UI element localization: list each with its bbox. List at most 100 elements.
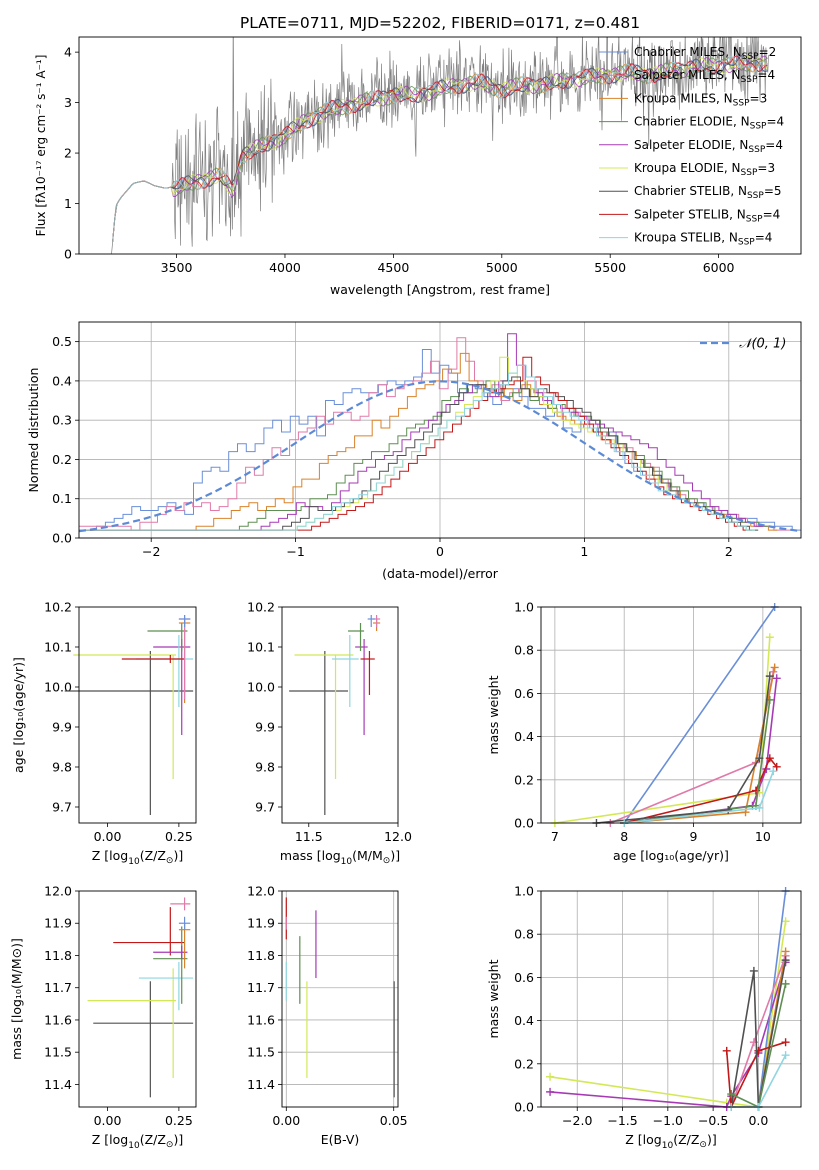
data-point-marker [755,803,764,812]
data-point-marker [781,917,790,926]
legend-text: =4 [763,207,781,221]
legend-subscript: SSP [741,168,758,178]
x-tick-label: −2.0 [562,1113,592,1128]
y-tick-label: 0.1 [52,491,72,506]
y-axis-label: Normed distribution [26,368,41,493]
y-tick-label: 1 [64,196,72,211]
legend-entry: Chabrier STELIB, NSSP=5 [634,184,782,201]
y-tick-label: 9.9 [52,720,72,735]
y-tick-label: 11.4 [44,1077,72,1092]
y-tick-label: 11.8 [44,948,72,963]
legend-entry: Kroupa MILES, NSSP=3 [634,91,767,108]
y-tick-label: 10.0 [44,680,72,695]
y-axis-label: age [log₁₀(age/yr)] [11,657,26,773]
x-tick-label: 8 [620,829,628,844]
legend-text: Chabrier ELODIE, N [634,115,750,129]
x-axis-label-part: )] [173,1132,183,1147]
axes-frame [78,36,802,255]
y-tick-label: 0.0 [514,1100,534,1115]
x-axis-label: Z [log10(Z/Z⊙)] [625,1132,716,1151]
legend-text: =4 [755,231,773,245]
y-tick-label: 11.9 [44,916,72,931]
x-tick-label: 0.00 [94,829,122,844]
legend-text: Chabrier STELIB, N [634,184,747,198]
y-tick-label: 9.7 [52,800,72,815]
model-spectrum-line [112,56,768,243]
y-tick-label: 10.1 [44,640,72,655]
x-tick-label: 5000 [486,260,518,275]
data-point-marker [727,1090,736,1099]
y-tick-label: 3 [64,95,72,110]
mass-weight-line [596,675,771,824]
mass-weight-line [624,770,775,824]
histogram-step [79,356,752,531]
x-axis-label-part: 10 [128,857,140,867]
errorbar-panel: 0.00 0.25 9.7 9.8 9.9 10.0 10.1 10.2 Z [log10(Z/… [11,600,197,867]
x-axis-label-part: (M/M [352,848,383,863]
legend-text: =4 [765,138,783,152]
legend-text: =4 [757,68,775,82]
legend-subscript: SSP [733,98,750,108]
data-point-marker [724,806,733,815]
x-tick-label: 7 [551,829,559,844]
x-tick-label: 4500 [377,260,409,275]
legend-text: Salpeter MILES, N [634,68,741,82]
x-axis-label: (data-model)/error [382,566,499,581]
x-tick-label: 0.05 [380,1113,408,1128]
x-tick-label: 11.5 [295,829,323,844]
y-axis-label: mass [log₁₀(M/M⊙)] [9,938,24,1060]
x-axis-label-part: mass [log [280,848,341,863]
data-point-marker [769,767,778,776]
legend-subscript: SSP [742,52,759,62]
data-point-marker [781,1038,790,1047]
data-point-marker [772,674,781,683]
histogram-step [79,352,778,531]
y-tick-label: 9.9 [255,720,275,735]
legend-entry: Salpeter MILES, NSSP=4 [634,68,775,85]
mass-weight-line [730,959,787,1108]
legend-entry: Kroupa ELODIE, NSSP=3 [634,161,775,178]
normal-reference-curve [78,380,802,533]
x-tick-label: 9 [690,829,698,844]
x-axis-label-part: Z [log [92,1132,128,1147]
data-point-marker [546,1072,555,1081]
legend-entry: Chabrier MILES, NSSP=2 [634,45,776,62]
x-axis-label-part: ⊙ [699,1140,707,1150]
y-tick-label: 0.8 [514,643,534,658]
x-tick-label: −1.0 [653,1113,683,1128]
x-tick-label: 0.25 [165,829,193,844]
data-point-marker [765,672,774,681]
y-tick-label: 0.0 [52,531,72,546]
y-tick-label: 0.0 [514,816,534,831]
y-tick-label: 0.8 [514,927,534,942]
mass-weight-line [624,667,776,824]
data-point-marker [772,762,781,771]
y-tick-label: 12.0 [247,884,275,899]
legend-text: Kroupa MILES, N [634,91,733,105]
x-tick-label: 0.0 [748,1113,768,1128]
x-axis-label-part: (Z/Z [140,848,166,863]
x-tick-label: 1 [580,544,588,559]
y-tick-label: 11.8 [247,948,275,963]
legend-entry: Kroupa STELIB, NSSP=4 [634,231,772,248]
legend-subscript: SSP [748,145,765,155]
x-axis-label-part: ⊙ [166,856,174,866]
x-axis-label: E(B-V) [321,1132,360,1147]
legend-subscript: SSP [746,214,763,224]
y-tick-label: 0.4 [52,373,72,388]
y-tick-label: 0.5 [52,334,72,349]
y-tick-label: 0.6 [514,970,534,985]
x-axis-label: Z [log10(Z/Z⊙)] [92,848,183,867]
y-tick-label: 9.8 [52,760,72,775]
figure-title: PLATE=0711, MJD=52202, FIBERID=0171, z=0… [240,14,640,32]
axes-frame [78,321,802,539]
y-tick-label: 12.0 [44,884,72,899]
legend-subscript: SSP [750,122,767,132]
data-point-marker [781,1051,790,1060]
legend-subscript: SSP [741,75,758,85]
axes-frame [540,606,802,824]
legend-entry: Chabrier ELODIE, NSSP=4 [634,115,784,132]
x-tick-label: 12.0 [384,829,412,844]
y-tick-label: 0.2 [514,1056,534,1071]
x-axis-label-part: Z [log [92,848,128,863]
